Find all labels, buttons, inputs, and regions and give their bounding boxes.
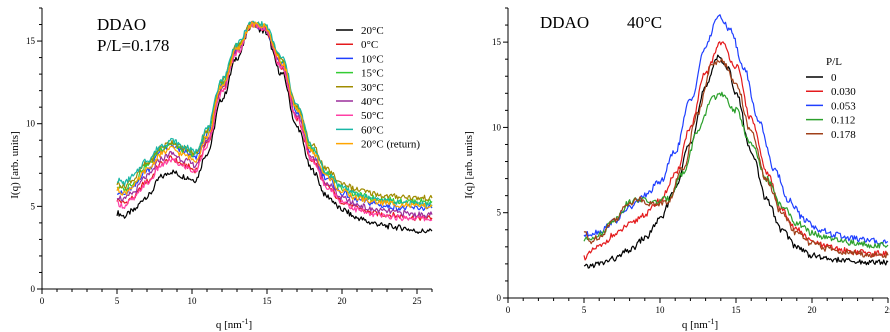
left-y-tick-label: 5	[31, 201, 36, 211]
right-x-tick-label: 0	[506, 305, 511, 315]
right-y-tick-label: 0	[497, 293, 502, 303]
right-series-line	[583, 14, 889, 245]
left-series-line	[116, 21, 433, 210]
right-x-tick-label: 15	[732, 305, 742, 315]
left-x-tick-label: 20	[338, 296, 348, 306]
right-series-line	[583, 41, 889, 261]
left-x-tick-label: 15	[263, 296, 273, 306]
left-legend-label: 0°C	[361, 39, 378, 51]
right-y-axis-label: I(q) [arb. units]	[463, 131, 475, 199]
left-x-tick-label: 0	[40, 296, 45, 306]
left-panel: 0 5 10 15 20 25 0 5 10 15 DDAO P/L=0.178 I(q) [a…	[9, 7, 433, 331]
right-y-ticks: 0 5 10 15	[492, 7, 508, 303]
left-y-tick-label: 15	[26, 36, 36, 46]
right-axes	[507, 8, 888, 299]
right-legend-label: 0.053	[831, 100, 856, 112]
right-annotation-temperature: 40°C	[627, 13, 662, 32]
left-legend-label: 50°C	[361, 110, 384, 122]
right-x-tick-label: 5	[582, 305, 587, 315]
right-series	[583, 14, 889, 269]
right-series-line	[583, 58, 889, 259]
right-legend-label: 0.112	[831, 115, 855, 127]
left-series-line	[116, 20, 433, 208]
right-x-tick-label: 2:	[884, 305, 890, 315]
left-y-tick-label: 0	[31, 284, 36, 294]
left-legend-label: 15°C	[361, 68, 384, 80]
left-series-line	[116, 21, 433, 234]
right-annotation-sample: DDAO	[540, 13, 589, 32]
left-y-tick-label: 10	[26, 119, 36, 129]
left-x-tick-label: 5	[115, 296, 120, 306]
right-series-line	[583, 54, 889, 269]
left-x-tick-label: 25	[413, 296, 423, 306]
left-legend-label: 10°C	[361, 53, 384, 65]
left-annotation-ratio: P/L=0.178	[97, 36, 169, 55]
left-legend-label: 60°C	[361, 124, 384, 136]
right-legend-label: 0	[831, 72, 837, 84]
left-annotation-sample: DDAO	[97, 15, 146, 34]
right-legend-label: 0.178	[831, 129, 856, 141]
right-x-tick-label: 20	[808, 305, 818, 315]
left-legend-label: 30°C	[361, 82, 384, 94]
left-y-axis-label: I(q) [arb. units]	[9, 131, 21, 199]
right-x-ticks: 0 5 10 15 20 2:	[506, 298, 890, 315]
right-x-tick-label: 10	[656, 305, 666, 315]
right-y-tick-label: 15	[492, 37, 502, 47]
left-x-axis-label: q [nm-1]	[216, 317, 252, 331]
left-legend-label: 20°C (return)	[361, 139, 420, 151]
right-y-tick-label: 5	[497, 208, 502, 218]
left-series	[116, 20, 433, 234]
left-x-tick-label: 10	[188, 296, 198, 306]
right-panel: 0 5 10 15 20 2: 0 5 10 15 DDAO 40°C I(q) [arb. u…	[463, 7, 890, 331]
left-y-ticks: 0 5 10 15	[26, 7, 42, 294]
right-legend: P/L 0 0.030 0.053 0.112 0.178	[806, 56, 856, 141]
left-series-line	[116, 22, 433, 222]
right-legend-title: P/L	[826, 56, 842, 68]
left-x-ticks: 0 5 10 15 20 25	[40, 289, 433, 306]
left-legend-label: 20°C	[361, 25, 384, 37]
left-legend-label: 40°C	[361, 96, 384, 108]
right-y-tick-label: 10	[492, 122, 502, 132]
left-legend: 20°C 0°C 10°C 15°C 30°C 40°C 50°C 60°C 20°C (re…	[336, 25, 420, 151]
right-legend-label: 0.030	[831, 86, 856, 98]
right-x-axis-label: q [nm-1]	[682, 317, 718, 331]
